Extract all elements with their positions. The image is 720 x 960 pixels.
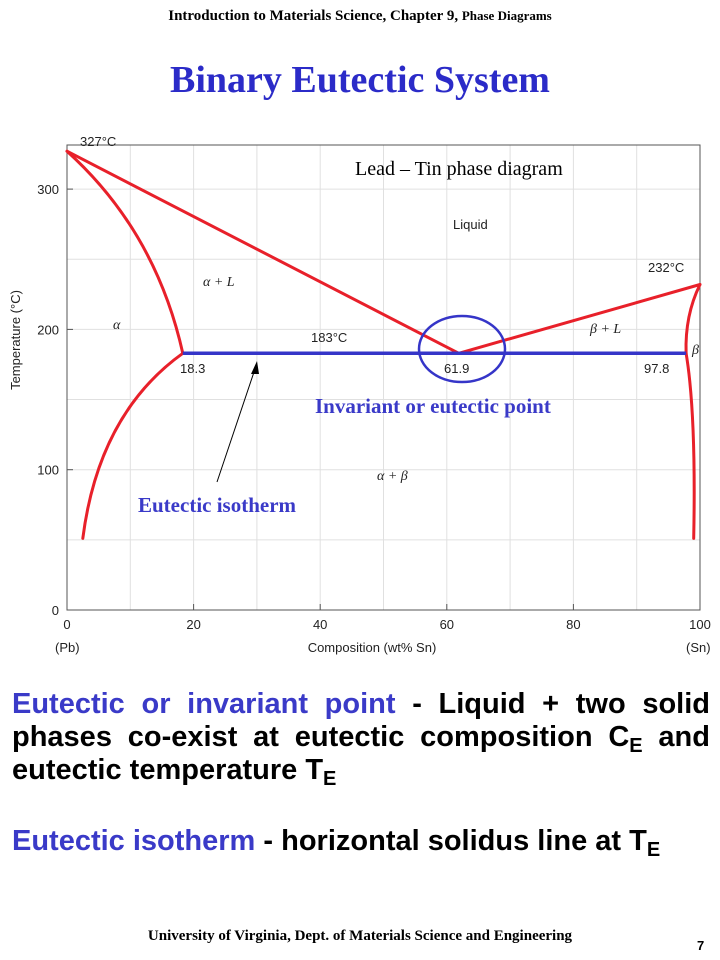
slide-header: Introduction to Materials Science, Chapt… bbox=[0, 8, 720, 25]
x-tick-label: 100 bbox=[689, 617, 711, 632]
beta-solidus bbox=[684, 283, 702, 355]
y-tick-label: 200 bbox=[37, 322, 59, 337]
annotation-eutectic-isotherm: Eutectic isotherm bbox=[138, 493, 297, 517]
definition-text: - Liquid + two solid phases co-exist at … bbox=[12, 688, 710, 753]
pb-melting-temp: 327°C bbox=[80, 134, 116, 149]
y-tick-label: 100 bbox=[37, 463, 59, 478]
beta-solvus bbox=[684, 351, 696, 540]
eutectic-point-circle bbox=[417, 314, 507, 384]
phase-boundaries bbox=[65, 149, 702, 540]
alpha-solidus bbox=[65, 149, 185, 355]
x-tick-label: 20 bbox=[186, 617, 200, 632]
phase-diagram: 0 20 40 60 80 100 0 100 200 300 Lead – Tin phase… bbox=[8, 134, 711, 655]
definition-text: - horizontal solidus line at T bbox=[255, 825, 647, 857]
phase-beta-liquid-label: β + L bbox=[589, 322, 621, 337]
sn-melting-temp: 232°C bbox=[648, 260, 684, 275]
pb-label: (Pb) bbox=[55, 640, 80, 655]
liquidus-right bbox=[457, 283, 702, 355]
course-title: Introduction to Materials Science, Chapt… bbox=[168, 8, 459, 24]
y-ticks: 0 100 200 300 bbox=[37, 182, 73, 618]
subscript: E bbox=[646, 839, 661, 861]
footer-university: University of Virginia, Dept. of Materia… bbox=[147, 928, 573, 944]
phase-alpha-liquid-label: α + L bbox=[203, 275, 235, 290]
x-tick-label: 80 bbox=[566, 617, 580, 632]
definition-eutectic-isotherm: Eutectic isotherm - horizontal solidus l… bbox=[12, 825, 710, 861]
eutectic-temp: 183°C bbox=[311, 330, 347, 345]
subscript: E bbox=[629, 735, 643, 757]
x-tick-label: 0 bbox=[63, 617, 70, 632]
grid bbox=[67, 145, 700, 610]
isotherm-arrow bbox=[216, 368, 256, 483]
phase-alpha-beta-label: α + β bbox=[377, 469, 408, 484]
term-eutectic-isotherm: Eutectic isotherm bbox=[12, 825, 256, 857]
plot-frame bbox=[66, 144, 701, 611]
phase-liquid-label: Liquid bbox=[453, 217, 488, 232]
phase-beta-label: β bbox=[691, 343, 699, 358]
definition-text: and eutectic temperature T bbox=[12, 721, 710, 786]
x-tick-label: 60 bbox=[440, 617, 454, 632]
diagram-subtitle: Lead – Tin phase diagram bbox=[355, 158, 563, 180]
phase-alpha-label: α bbox=[113, 318, 121, 333]
x-tick-label: 40 bbox=[313, 617, 327, 632]
definition-eutectic-point: Eutectic or invariant point - Liquid + t… bbox=[12, 688, 710, 790]
annotation-eutectic-point: Invariant or eutectic point bbox=[315, 394, 551, 418]
x-axis-label: Composition (wt% Sn) bbox=[308, 640, 437, 655]
chapter-topic: Phase Diagrams bbox=[461, 8, 552, 23]
page-number: 7 bbox=[697, 938, 705, 953]
y-tick-label: 300 bbox=[37, 182, 59, 197]
y-tick-label: 0 bbox=[52, 603, 59, 618]
subscript: E bbox=[323, 768, 337, 790]
y-axis-label: Temperature (°C) bbox=[8, 290, 23, 390]
arrow-head-icon bbox=[251, 361, 259, 374]
alpha-solvus bbox=[81, 351, 185, 540]
term-eutectic-point: Eutectic or invariant point bbox=[12, 688, 396, 720]
slide-title: Binary Eutectic System bbox=[170, 59, 550, 101]
beta-composition: 97.8 bbox=[644, 361, 669, 376]
liquidus-left bbox=[65, 149, 461, 355]
alpha-composition: 18.3 bbox=[180, 361, 205, 376]
x-ticks: 0 20 40 60 80 100 bbox=[63, 604, 711, 632]
eutectic-composition: 61.9 bbox=[444, 361, 469, 376]
sn-label: (Sn) bbox=[686, 640, 711, 655]
